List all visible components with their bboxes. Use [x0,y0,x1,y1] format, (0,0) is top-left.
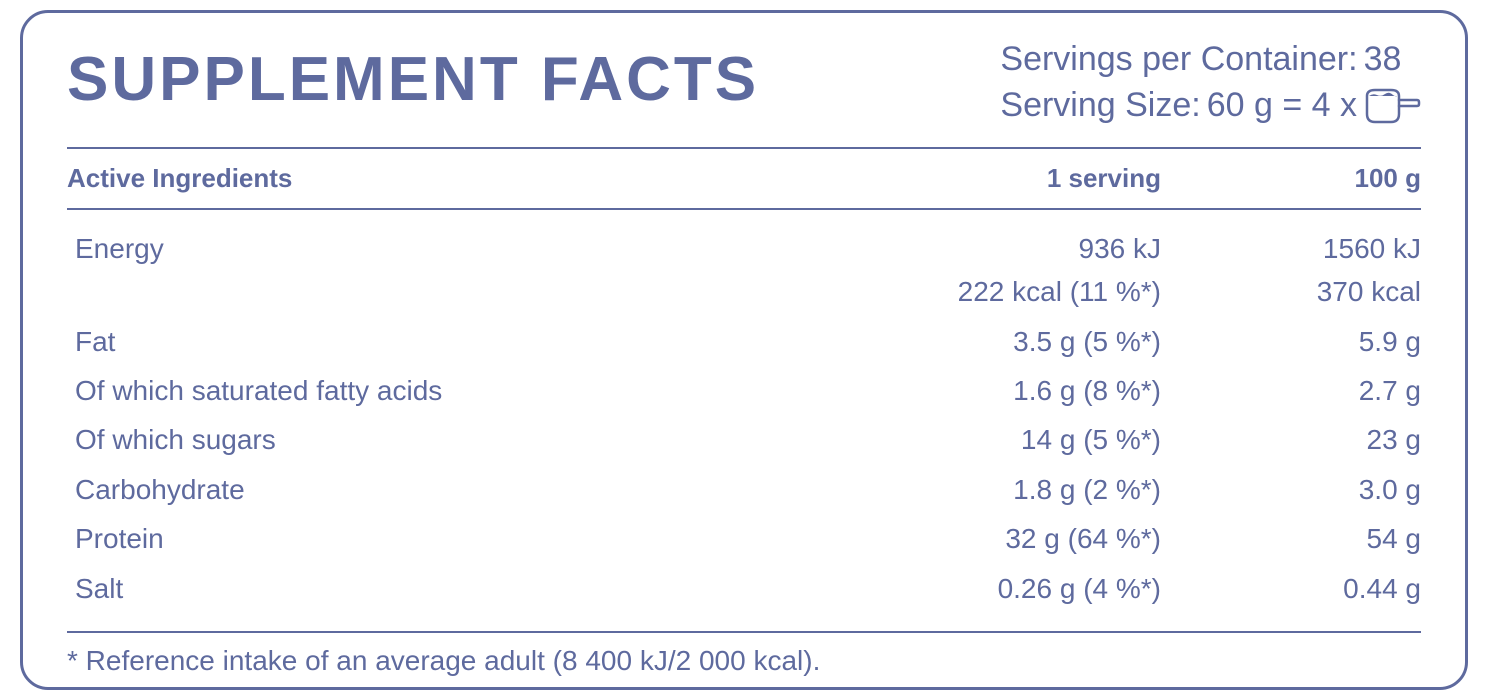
per-100g-value: 1560 kJ370 kcal [1161,227,1421,314]
servings-per-container: Servings per Container: 38 [1000,37,1421,83]
table-row: Carbohydrate1.8 g (2 %*)3.0 g [67,465,1421,514]
ingredient-name: Energy [67,227,861,270]
per-serving-value: 0.26 g (4 %*) [861,567,1161,610]
ingredient-name: Fat [67,320,861,363]
per-100g-value: 3.0 g [1161,468,1421,511]
table-row: Energy936 kJ222 kcal (11 %*)1560 kJ370 k… [67,224,1421,317]
serving-size: Serving Size: 60 g = 4 x [1000,83,1421,129]
table-row: Fat3.5 g (5 %*)5.9 g [67,317,1421,366]
header: SUPPLEMENT FACTS Servings per Container:… [67,37,1421,147]
per-100g-value: 2.7 g [1161,369,1421,412]
nutrition-table: Active Ingredients 1 serving 100 g Energ… [67,147,1421,633]
table-row: Of which saturated fatty acids1.6 g (8 %… [67,366,1421,415]
serving-size-value: 60 g = 4 x [1207,83,1357,129]
per-serving-value: 14 g (5 %*) [861,418,1161,461]
per-100g-value: 54 g [1161,517,1421,560]
table-row: Salt0.26 g (4 %*)0.44 g [67,564,1421,613]
per-serving-value: 936 kJ222 kcal (11 %*) [861,227,1161,314]
ingredient-name: Protein [67,517,861,560]
ingredient-name: Salt [67,567,861,610]
col-header-serving: 1 serving [861,163,1161,194]
servings-per-container-value: 38 [1364,37,1402,83]
per-serving-value: 32 g (64 %*) [861,517,1161,560]
ingredient-name: Carbohydrate [67,468,861,511]
panel-title: SUPPLEMENT FACTS [67,37,759,111]
scoop-icon [1363,86,1421,126]
footnote: * Reference intake of an average adult (… [67,633,1421,677]
serving-size-label: Serving Size: [1000,83,1200,129]
per-100g-value: 5.9 g [1161,320,1421,363]
ingredient-name: Of which sugars [67,418,861,461]
table-body: Energy936 kJ222 kcal (11 %*)1560 kJ370 k… [67,210,1421,633]
servings-per-container-label: Servings per Container: [1000,37,1357,83]
per-serving-value: 1.8 g (2 %*) [861,468,1161,511]
servings-block: Servings per Container: 38 Serving Size:… [1000,37,1421,129]
per-100g-value: 0.44 g [1161,567,1421,610]
col-header-ingredients: Active Ingredients [67,163,861,194]
col-header-100g: 100 g [1161,163,1421,194]
per-100g-value: 23 g [1161,418,1421,461]
supplement-facts-panel: SUPPLEMENT FACTS Servings per Container:… [20,10,1468,690]
table-header: Active Ingredients 1 serving 100 g [67,147,1421,210]
ingredient-name: Of which saturated fatty acids [67,369,861,412]
per-serving-value: 1.6 g (8 %*) [861,369,1161,412]
table-row: Protein32 g (64 %*)54 g [67,514,1421,563]
per-serving-value: 3.5 g (5 %*) [861,320,1161,363]
table-row: Of which sugars14 g (5 %*)23 g [67,415,1421,464]
